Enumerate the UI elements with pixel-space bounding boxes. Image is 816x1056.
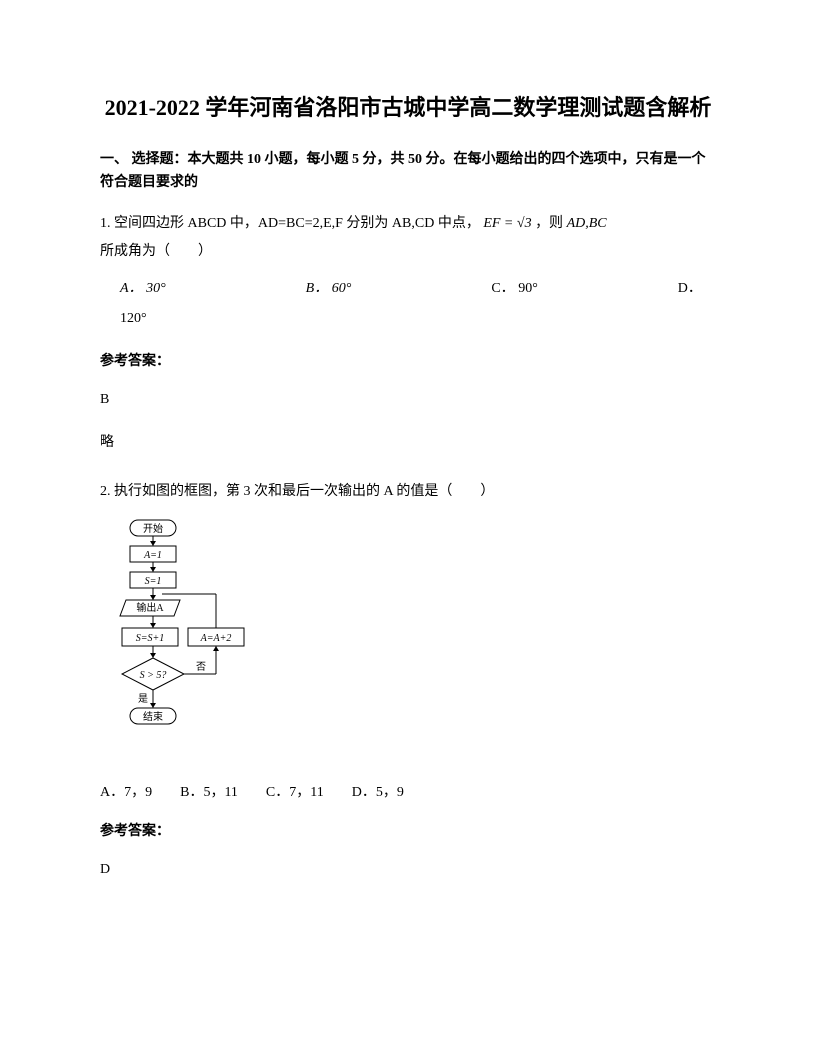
q1-option-d-prefix: D． [678, 278, 702, 300]
q1-optB-label: B． [306, 281, 329, 296]
q1-optC-val: 90° [518, 281, 538, 296]
flow-decision: S > 5? [140, 670, 167, 681]
q1-optA-label: A． [120, 281, 143, 296]
q1-text-3: 所成角为（ ） [100, 244, 212, 259]
flow-ss1: S=S+1 [136, 633, 165, 644]
q2-options: A．7，9 B．5，11 C．7，11 D．5，9 [100, 782, 716, 804]
flow-output: 输出A [136, 601, 164, 614]
flow-yes: 是 [138, 693, 148, 705]
flow-aa2: A=A+2 [200, 633, 232, 644]
q1-option-d-val-line: 120° [120, 308, 716, 330]
q1-options-row: A． 30° B． 60° C． 90° D． [120, 278, 716, 300]
q1-answer: B [100, 389, 716, 411]
flowchart: 开始 A=1 S=1 输出A S=S+1 A=A+2 S > 5? [100, 518, 250, 766]
question-2: 2. 执行如图的框图，第 3 次和最后一次输出的 A 的值是（ ） [100, 478, 716, 506]
q1-text-1: 1. 空间四边形 ABCD 中，AD=BC=2,E,F 分别为 AB,CD 中点… [100, 216, 480, 231]
q1-option-a: A． 30° [120, 278, 166, 300]
q1-optC-label: C． [491, 281, 514, 296]
flow-s1: S=1 [145, 576, 162, 587]
flow-start: 开始 [143, 522, 163, 535]
q1-option-c: C． 90° [491, 278, 537, 300]
q2-answer-label: 参考答案： [100, 821, 716, 843]
q1-optD-val: 120° [120, 311, 147, 326]
exam-title: 2021-2022 学年河南省洛阳市古城中学高二数学理测试题含解析 [100, 90, 716, 125]
q1-math-ef: EF = √3 [483, 216, 531, 231]
flowchart-svg: 开始 A=1 S=1 输出A S=S+1 A=A+2 S > 5? [100, 518, 260, 758]
q1-optD-label: D． [678, 281, 702, 296]
flow-a1: A=1 [143, 550, 162, 561]
flow-no: 否 [196, 661, 206, 673]
q1-optB-val: 60° [332, 281, 352, 296]
flow-end: 结束 [143, 710, 163, 723]
q1-optA-val: 30° [146, 281, 166, 296]
q1-math-adbc: AD,BC [567, 216, 607, 231]
q2-answer: D [100, 859, 716, 881]
section-header: 一、 选择题：本大题共 10 小题，每小题 5 分，共 50 分。在每小题给出的… [100, 149, 716, 194]
q1-brief: 略 [100, 432, 716, 454]
q1-answer-label: 参考答案： [100, 351, 716, 373]
q1-option-b: B． 60° [306, 278, 352, 300]
question-1: 1. 空间四边形 ABCD 中，AD=BC=2,E,F 分别为 AB,CD 中点… [100, 210, 716, 266]
q1-text-2: ，则 [535, 216, 563, 231]
